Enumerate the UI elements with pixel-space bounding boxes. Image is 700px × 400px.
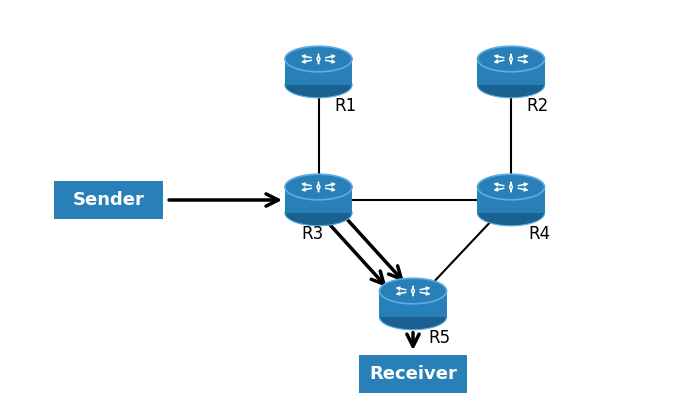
Text: R1: R1	[334, 97, 356, 115]
Text: Receiver: Receiver	[369, 365, 457, 383]
Text: R5: R5	[428, 329, 451, 347]
Ellipse shape	[285, 72, 352, 98]
FancyBboxPatch shape	[285, 187, 352, 213]
Ellipse shape	[285, 46, 352, 72]
Ellipse shape	[477, 46, 545, 72]
Ellipse shape	[379, 278, 447, 304]
FancyBboxPatch shape	[477, 59, 545, 85]
FancyBboxPatch shape	[379, 291, 447, 317]
FancyBboxPatch shape	[358, 355, 468, 393]
Ellipse shape	[285, 174, 352, 200]
Ellipse shape	[477, 72, 545, 98]
FancyBboxPatch shape	[285, 59, 352, 85]
Ellipse shape	[477, 200, 545, 226]
Text: R4: R4	[528, 225, 551, 243]
Ellipse shape	[379, 304, 447, 330]
Text: Sender: Sender	[73, 191, 144, 209]
Text: R2: R2	[526, 97, 549, 115]
Text: R3: R3	[301, 225, 323, 243]
Ellipse shape	[285, 200, 352, 226]
FancyBboxPatch shape	[55, 181, 162, 219]
FancyBboxPatch shape	[477, 187, 545, 213]
Ellipse shape	[477, 174, 545, 200]
